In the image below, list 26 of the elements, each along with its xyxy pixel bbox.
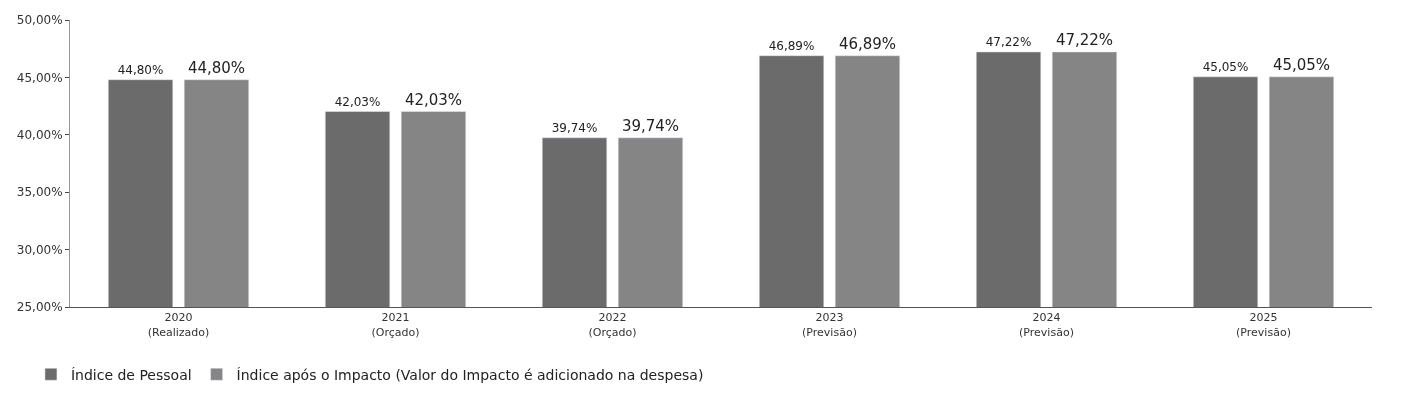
y-tick-label: 35,00% [16,185,63,200]
data-label: 44,80% [117,62,164,77]
y-tick-label: 45,00% [16,70,63,85]
data-label: 46,89% [768,38,815,53]
x-tick-label: 2022 (Orçado) [588,311,637,339]
y-tick-label: 25,00% [16,300,63,315]
legend-label: Índice após o Impacto (Valor do Impacto é adicionado na despesa) [236,366,704,383]
y-tick-label: 30,00% [16,242,63,257]
data-label: 42,03% [404,90,463,109]
data-label: 39,74% [551,120,598,135]
x-tick-label: 2020 (Realizado) [147,311,210,339]
y-tick-label: 40,00% [16,128,63,142]
data-label: 45,05% [1272,55,1331,74]
x-tick-label: 2024 (Previsão) [1019,311,1074,339]
data-label: 42,03% [334,94,381,109]
x-tick-label: 2021 (Orçado) [371,311,420,339]
y-tick-label: 50,00% [16,13,63,28]
x-tick-label: 2025 (Previsão) [1236,311,1291,339]
data-label: 46,89% [838,34,897,53]
data-label: 47,22% [985,34,1032,49]
data-label: 47,22% [1055,30,1114,49]
data-label: 39,74% [621,116,680,135]
legend-label: Índice de Pessoal [70,366,192,383]
data-label: 44,80% [187,58,246,77]
data-label: 45,05% [1202,59,1249,74]
x-tick-label: 2023 (Previsão) [802,311,857,339]
